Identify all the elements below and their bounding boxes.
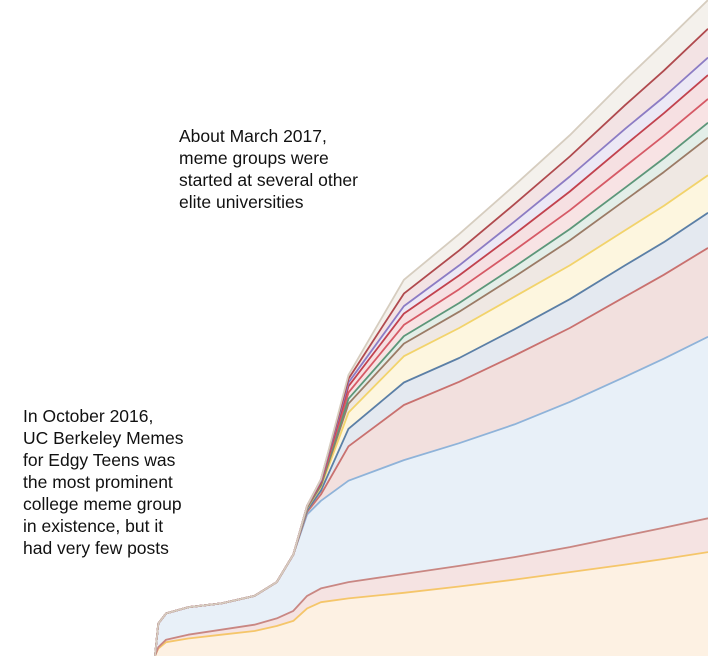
area-series-10 <box>155 57 708 656</box>
annotation-line: had very few posts <box>23 538 169 558</box>
line-series-0 <box>154 551 708 656</box>
annotation-line: started at several other <box>179 170 358 190</box>
area-series-4 <box>155 212 708 656</box>
area-series-3 <box>155 247 708 656</box>
annotation-line: In October 2016, <box>23 406 154 426</box>
area-series-0 <box>155 552 708 656</box>
annotation-line: About March 2017, <box>179 126 327 146</box>
area-series-2 <box>155 336 708 656</box>
annotation-line: the most prominent <box>23 472 173 492</box>
area-series-11 <box>155 28 708 656</box>
area-series-1 <box>155 518 708 656</box>
line-series-1 <box>154 517 708 656</box>
line-series-12 <box>154 0 708 656</box>
annotation-october-2016: In October 2016, UC Berkeley Memes for E… <box>23 405 183 559</box>
annotation-line: for Edgy Teens was <box>23 450 176 470</box>
area-series-8 <box>155 98 708 656</box>
area-series-6 <box>155 137 708 656</box>
area-series-12 <box>155 0 708 656</box>
annotation-line: meme groups were <box>179 148 329 168</box>
annotation-line: elite universities <box>179 192 304 212</box>
annotation-line: college meme group <box>23 494 182 514</box>
annotation-march-2017: About March 2017, meme groups were start… <box>179 125 358 213</box>
area-series-9 <box>155 75 708 656</box>
annotation-line: in existence, but it <box>23 516 164 536</box>
area-series-7 <box>155 122 708 656</box>
area-series-5 <box>155 175 708 656</box>
annotation-line: UC Berkeley Memes <box>23 428 184 448</box>
